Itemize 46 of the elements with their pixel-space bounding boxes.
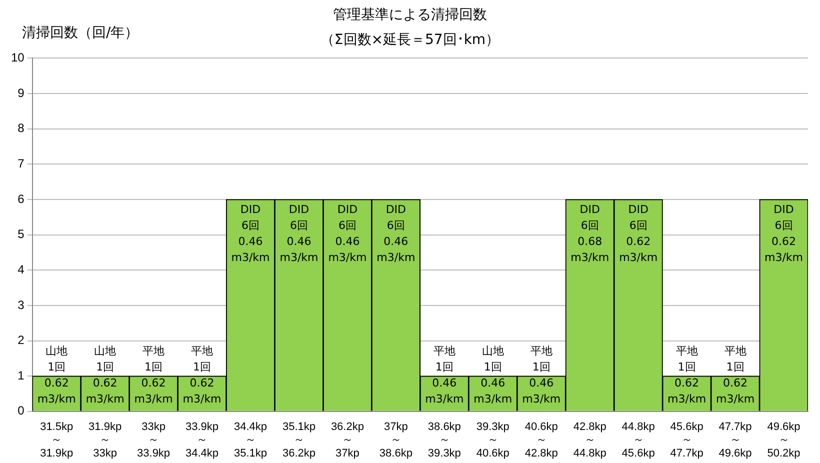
- data-label: 山地 1回 0.62 m3/km: [86, 344, 124, 406]
- data-label: DID 6回 0.46 m3/km: [280, 202, 318, 264]
- chart-subtitle: （Σ回数×延長＝57回･km）: [320, 32, 500, 48]
- chart-title: 管理基準による清掃回数: [332, 6, 488, 24]
- x-tick-label: 31.5kp ～ 31.9kp: [40, 421, 74, 460]
- x-tick-label: 44.8kp ～ 45.6kp: [622, 421, 655, 460]
- data-label: DID 6回 0.62 m3/km: [619, 202, 658, 264]
- x-tick-label: 42.8kp ～ 44.8kp: [573, 421, 606, 460]
- y-tick-label: 4: [18, 262, 25, 276]
- y-tick-label: 1: [18, 368, 25, 382]
- x-tick-label: 45.6kp ～ 47.7kp: [670, 421, 704, 460]
- y-tick-label: 2: [18, 333, 25, 348]
- y-tick-label: 6: [18, 192, 25, 206]
- x-tick-label: 34.4kp ～ 35.1kp: [234, 421, 268, 460]
- x-tick-label: 49.6kp ～ 50.2kp: [767, 421, 800, 460]
- x-tick-label: 47.7kp ～ 49.6kp: [718, 421, 752, 460]
- x-tick-label: 31.9kp ～ 33kp: [88, 421, 122, 460]
- data-label: DID 6回 0.46 m3/km: [328, 202, 367, 264]
- data-label: DID 6回 0.68 m3/km: [570, 202, 610, 264]
- x-tick-label: 40.6kp ～ 42.8kp: [524, 421, 558, 460]
- data-label: 山地 1回 0.46 m3/km: [474, 344, 512, 406]
- x-tick-label: 33kp ～ 33.9kp: [137, 421, 170, 460]
- y-tick-label: 8: [18, 121, 25, 136]
- y-tick-label: 5: [18, 227, 25, 242]
- data-label: 平地 1回 0.62 m3/km: [668, 344, 706, 406]
- data-label: 平地 1回 0.62 m3/km: [182, 344, 222, 406]
- x-tick-label: 37kp ～ 38.6kp: [379, 421, 412, 460]
- y-axis-title: 清掃回数（回/年）: [22, 24, 139, 42]
- x-tick-label: 36.2kp ～ 37kp: [330, 421, 364, 460]
- data-label: 平地 1回 0.62 m3/km: [716, 344, 755, 406]
- y-tick-label: 7: [18, 156, 25, 170]
- x-tick-label: 35.1kp ～ 36.2kp: [282, 421, 316, 460]
- data-label: 平地 1回 0.46 m3/km: [522, 344, 561, 406]
- x-tick-label: 38.6kp ～ 39.3kp: [428, 421, 461, 460]
- y-tick-label: 10: [10, 50, 25, 65]
- y-tick-label: 9: [18, 86, 25, 100]
- x-tick-label: 39.3kp ～ 40.6kp: [476, 421, 510, 460]
- y-tick-label: 3: [18, 298, 25, 312]
- data-label: 山地 1回 0.62 m3/km: [37, 344, 76, 406]
- data-label: DID 6回 0.46 m3/km: [376, 202, 416, 264]
- x-tick-label: 33.9kp ～ 34.4kp: [186, 421, 219, 460]
- y-tick-label: 0: [18, 404, 25, 418]
- data-label: 平地 1回 0.46 m3/km: [425, 344, 464, 406]
- data-label: DID 6回 0.62 m3/km: [764, 202, 804, 264]
- data-label: 平地 1回 0.62 m3/km: [134, 344, 173, 406]
- data-label: DID 6回 0.46 m3/km: [231, 202, 270, 264]
